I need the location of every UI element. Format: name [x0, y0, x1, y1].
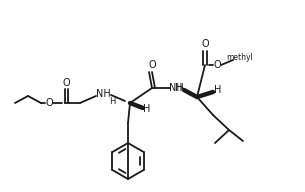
Text: methyl: methyl [227, 52, 253, 61]
Text: O: O [45, 98, 53, 108]
Text: H: H [214, 85, 222, 95]
Text: O: O [148, 60, 156, 70]
Text: O: O [201, 39, 209, 49]
Text: O: O [213, 60, 221, 70]
Text: NH: NH [169, 83, 183, 93]
Text: H: H [175, 83, 183, 93]
Text: O: O [62, 78, 70, 88]
Text: H: H [109, 97, 115, 105]
Text: NH: NH [96, 89, 110, 99]
Text: H: H [143, 104, 151, 114]
